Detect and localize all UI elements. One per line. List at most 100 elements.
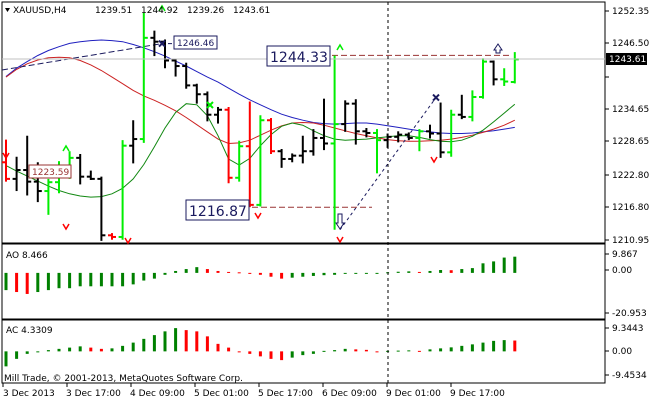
ao-histogram-bar: [68, 272, 72, 289]
fractal-up-icon: [62, 144, 70, 152]
ao-indicator-panel[interactable]: [1, 243, 606, 320]
ao-histogram-bar: [280, 272, 284, 279]
price-bar: [12, 156, 21, 192]
ao-histogram-bar: [502, 257, 506, 273]
fractal-up-icon: [158, 4, 166, 12]
fractal-down-icon: [336, 236, 344, 244]
low-label-box-2[interactable]: [185, 199, 250, 221]
ac-histogram-bar: [163, 331, 167, 352]
price-bars: [2, 12, 519, 241]
ao-histogram-bar: [99, 272, 103, 287]
ac-histogram-bar: [502, 340, 506, 352]
chart-header: XAUUSD,H4 1239.51 1244.92 1239.26 1243.6…: [5, 6, 270, 16]
ao-histogram-bar: [216, 270, 220, 273]
high-label-box-1[interactable]: [173, 35, 218, 50]
ao-axis-label: 9.867: [612, 250, 638, 260]
ao-histogram-bar: [248, 272, 252, 274]
ac-histogram-bar: [99, 348, 103, 352]
ac-histogram-bar: [131, 342, 135, 352]
ao-histogram-bar: [184, 269, 188, 273]
current-price-badge: [606, 53, 647, 65]
horizontal-level-lines[interactable]: [252, 54, 510, 208]
price-axis-label: 1246.50: [612, 39, 649, 49]
price-bar: [489, 60, 498, 86]
price-bar: [330, 55, 339, 230]
ac-histogram-bar: [15, 351, 19, 359]
price-bar: [341, 100, 350, 132]
price-axis-label: 1240.65: [612, 73, 649, 83]
price-axis: 1252.35 1246.50 1240.65 1234.65 1228.65 …: [605, 7, 649, 246]
ao-histogram-bar: [89, 272, 93, 287]
price-bar: [97, 176, 106, 241]
ac-histogram-bar: [152, 335, 156, 352]
ac-histogram-bar: [227, 347, 231, 352]
ao-histogram-bar: [78, 272, 82, 287]
fractal-down-icon: [62, 223, 70, 231]
ac-histogram-bar: [89, 347, 93, 352]
symbol-timeframe-label: XAUUSD,H4: [13, 6, 67, 16]
ao-histogram-bar: [343, 272, 347, 274]
price-bar: [256, 115, 265, 207]
ac-axis-label: -9.4534: [612, 371, 647, 381]
signal-markers: [2, 4, 503, 245]
ao-histogram-bar: [174, 270, 178, 273]
price-bar: [224, 106, 233, 184]
ao-axis: 9.867 0.00 -20.953: [605, 250, 647, 319]
price-axis-label: 1252.35: [612, 7, 649, 17]
ac-histogram-bar: [470, 344, 474, 352]
price-axis-label: 1216.80: [612, 203, 649, 213]
price-axis-label: 1228.65: [612, 137, 649, 147]
ao-histogram-bar: [163, 272, 167, 275]
ac-histogram-bar: [4, 351, 8, 367]
ac-histogram-bar: [110, 348, 114, 352]
ao-histogram-bar: [205, 269, 209, 273]
price-bar: [436, 102, 445, 158]
ao-histogram-bar: [258, 272, 262, 275]
high-label-box-2[interactable]: [266, 45, 331, 67]
chart-menu-arrow-icon[interactable]: [5, 8, 10, 12]
ao-histogram-bar: [46, 272, 50, 291]
time-axis-label: 3 Dec 17:00: [66, 389, 121, 399]
ac-histogram-bar: [57, 348, 61, 352]
ac-histogram-bar: [174, 328, 178, 352]
price-bar: [351, 99, 360, 145]
price-bar: [415, 129, 424, 152]
ao-histogram: [4, 256, 517, 294]
ao-histogram-bar: [4, 272, 8, 291]
price-bar: [108, 233, 116, 240]
price-bar: [267, 118, 275, 154]
ao-histogram-bar: [333, 272, 337, 275]
ac-histogram-bar: [417, 350, 421, 352]
fractal-up-icon: [336, 43, 344, 51]
price-bar: [139, 12, 148, 143]
current-price-label: 1243.61: [609, 55, 646, 65]
ao-histogram-bar: [269, 272, 273, 277]
price-bar: [277, 149, 286, 168]
price-bar: [288, 153, 297, 163]
ac-histogram-bar: [216, 343, 220, 352]
price-annotations[interactable]: 1246.46 1244.33 1223.59 1216.87: [28, 35, 331, 221]
ao-axis-label: -20.953: [612, 309, 647, 319]
price-bar: [404, 132, 413, 141]
upper-trendline[interactable]: [1, 43, 163, 71]
ao-histogram-bar: [460, 269, 464, 273]
ao-histogram-bar: [195, 267, 199, 273]
ac-histogram-bar: [343, 348, 347, 352]
ac-histogram-bar: [121, 345, 125, 352]
ao-histogram-bar: [375, 272, 379, 274]
ohlc-high-value: 1244.92: [141, 6, 178, 16]
price-bar: [320, 98, 328, 151]
ao-histogram-bar: [36, 272, 40, 293]
ac-histogram-bar: [248, 351, 252, 354]
price-bar: [150, 30, 159, 57]
ac-histogram-bar: [439, 348, 443, 352]
price-bar: [426, 124, 434, 139]
ao-histogram-bar: [322, 272, 326, 276]
ao-histogram-bar: [290, 272, 294, 278]
price-bar: [118, 140, 127, 240]
price-bar: [394, 131, 403, 143]
low-label-box-1[interactable]: [28, 164, 72, 179]
ao-histogram-bar: [513, 256, 517, 273]
